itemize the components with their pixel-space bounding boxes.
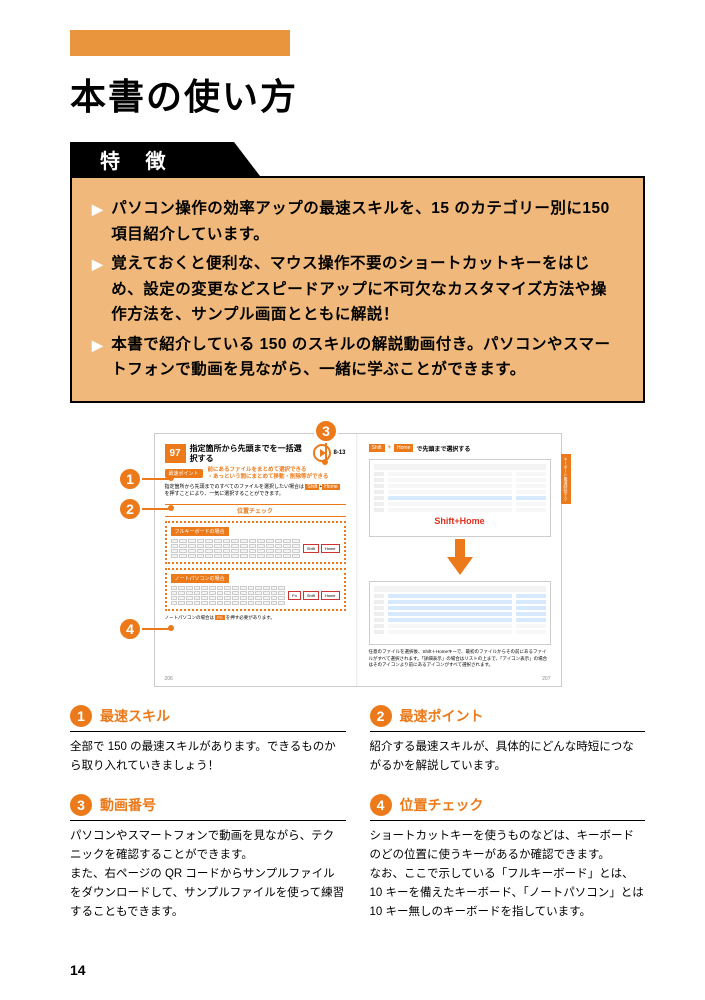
arrow-down-icon [445,539,475,575]
legend-title: 動画番号 [100,795,156,815]
legend-grid: 1 最速スキル 全部で 150 の最速スキルがあります。できるものから取り入れて… [70,705,645,922]
legend-badge: 3 [70,794,92,816]
right-header: Shift + Home で先頭まで選択する [369,444,551,453]
skill-number: 97 [165,444,186,463]
triangle-icon: ▶ [92,251,103,328]
body-text: 指定箇所から先頭までのすべてのファイルを選択したい場合は [165,484,304,490]
callout-badge-1: 1 [118,467,142,491]
footnote: ノートパソコンの場合は Fn を押す必要があります。 [165,615,346,621]
explorer-window-after [369,581,551,645]
skill-title-row: 97 指定箇所から先頭までを一括選択する 8-13 [165,444,346,463]
legend-item: 2 最速ポイント 紹介する最速スキルが、具体的にどんな時短につながるかを解説して… [370,705,646,776]
explorer-window-before: Shift+Home [369,459,551,537]
key-label: Shift [303,544,319,553]
keyboard-diagram [171,539,300,558]
plus-text: + [388,445,392,451]
sample-spread-diagram: 3 1 2 4 97 指定箇所から先頭までを一括選択する 8-13 最速ポイント… [70,433,645,687]
key-highlight: Shift [305,484,319,490]
window-titlebar [374,464,546,470]
spread-right-page: キーボード最速時短テク Shift + Home で先頭まで選択する Shift… [359,434,561,686]
section-header-wrap: 特 徴 [70,142,234,176]
kb-title: フルキーボードの場合 [171,527,229,536]
spread-left-page: 97 指定箇所から先頭までを一括選択する 8-13 最速ポイント 前にあるファイ… [155,434,357,686]
feature-text: 本書で紹介している 150 のスキルの解説動画付き。パソコンやスマートフォンで動… [111,332,619,383]
callout-badge-4: 4 [118,617,142,641]
page-spread: 97 指定箇所から先頭までを一括選択する 8-13 最速ポイント 前にあるファイ… [154,433,562,687]
legend-item: 1 最速スキル 全部で 150 の最速スキルがあります。できるものから取り入れて… [70,705,346,776]
key-highlight: Home [322,484,339,490]
feature-box: ▶ パソコン操作の効率アップの最速スキルを、15 のカテゴリー別に150 項目紹… [70,176,645,403]
legend-body: 全部で 150 の最速スキルがあります。できるものから取り入れていきましょう！ [70,738,346,776]
skill-title: 指定箇所から先頭までを一括選択する [190,444,310,463]
kb-title: ノートパソコンの場合 [171,574,229,583]
video-code: 8-13 [333,450,345,456]
section-header: 特 徴 [70,142,234,176]
footnote-text: ノートパソコンの場合は [165,615,215,620]
feature-text: パソコン操作の効率アップの最速スキルを、15 のカテゴリー別に150 項目紹介し… [111,196,619,247]
key-highlight: Fn [215,615,224,620]
page-title: 本書の使い方 [70,68,645,120]
legend-item: 3 動画番号 パソコンやスマートフォンで動画を見ながら、テクニックを確認すること… [70,794,346,922]
key-label: Fn [288,591,301,600]
key-label: Shift [303,591,319,600]
page-number: 14 [70,962,86,978]
mini-page-number: 206 [165,676,173,682]
key-combo: Fn Shift Home [288,591,339,600]
callout-badge-2: 2 [118,497,142,521]
right-caption: 任意のファイルを選択後、Shift＋Homeキーで、最初のファイルからその前にあ… [369,649,551,669]
key-tag: Shift [369,444,385,452]
callout-dot [168,625,174,631]
feature-item: ▶ パソコン操作の効率アップの最速スキルを、15 のカテゴリー別に150 項目紹… [92,196,619,247]
feature-item: ▶ 覚えておくと便利な、マウス操作不要のショートカットキーをはじめ、設定の変更な… [92,251,619,328]
legend-title: 最速スキル [100,706,170,726]
shortcut-label: Shift+Home [374,516,546,526]
callout-line [142,478,170,480]
triangle-icon: ▶ [92,332,103,383]
legend-title: 最速ポイント [400,706,484,726]
key-label: Home [321,591,340,600]
callout-line [142,628,170,630]
legend-body: ショートカットキーを使うものなどは、キーボードのどの位置に使うキーがあるか確認で… [370,827,646,922]
callout-badge-3: 3 [314,419,338,443]
position-check-label: 位置チェック [165,504,346,517]
legend-badge: 2 [370,705,392,727]
chapter-side-tab: キーボード最速時短テク [561,454,571,504]
key-combo: Shift Home [303,544,340,553]
triangle-icon: ▶ [92,196,103,247]
callout-dot [168,475,174,481]
window-titlebar [374,586,546,592]
feature-item: ▶ 本書で紹介している 150 のスキルの解説動画付き。パソコンやスマートフォン… [92,332,619,383]
mini-page-number: 207 [542,676,550,682]
footnote-text: を押す必要があります。 [226,615,275,620]
feature-text: 覚えておくと便利な、マウス操作不要のショートカットキーをはじめ、設定の変更などス… [111,251,619,328]
tag-desc: ・あっという間にまとめて移動・削除等ができる [208,474,329,481]
right-title: で先頭まで選択する [416,444,470,453]
accent-bar [70,30,290,56]
skill-body: 指定箇所から先頭までのすべてのファイルを選択したい場合は Shift+Home … [165,484,346,498]
legend-body: パソコンやスマートフォンで動画を見ながら、テクニックを確認することができます。ま… [70,827,346,922]
legend-badge: 1 [70,705,92,727]
keyboard-section-full: フルキーボードの場合 Shift Home [165,521,346,564]
legend-body: 紹介する最速スキルが、具体的にどんな時短につながるかを解説しています。 [370,738,646,776]
legend-title: 位置チェック [400,795,484,815]
legend-item: 4 位置チェック ショートカットキーを使うものなどは、キーボードのどの位置に使う… [370,794,646,922]
key-tag: Home [394,444,413,452]
body-text: を押すことにより、一気に選択することができます。 [165,491,284,497]
callout-dot [168,505,174,511]
callout-dot [322,459,328,465]
keyboard-section-laptop: ノートパソコンの場合 Fn Shift Home [165,568,346,611]
keyboard-diagram [171,586,286,605]
key-label: Home [321,544,340,553]
callout-line [142,508,170,510]
legend-badge: 4 [370,794,392,816]
section-label: 特 徴 [70,145,176,174]
